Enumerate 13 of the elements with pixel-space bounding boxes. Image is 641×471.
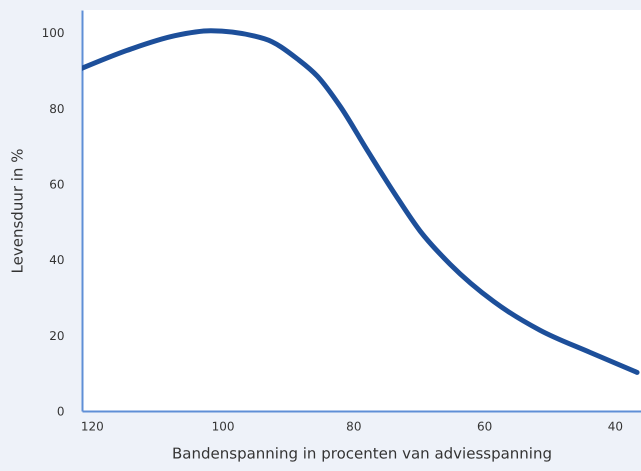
x-tick-label: 80 (346, 420, 362, 434)
y-tick-label: 60 (49, 178, 64, 192)
y-tick-label: 0 (56, 404, 64, 418)
x-tick-label: 120 (80, 420, 104, 434)
y-tick-label: 20 (49, 328, 64, 343)
y-axis-title: Levensduur in % (8, 148, 27, 274)
y-tick-label: 80 (49, 102, 64, 116)
x-tick-label: 100 (212, 420, 235, 434)
x-tick-label: 60 (476, 420, 492, 434)
x-tick-label: 40 (608, 420, 623, 434)
y-tick-label: 40 (49, 253, 64, 268)
x-axis-title: Bandenspanning in procenten van adviesspanning (172, 444, 552, 462)
y-tick-label: 100 (42, 26, 64, 40)
